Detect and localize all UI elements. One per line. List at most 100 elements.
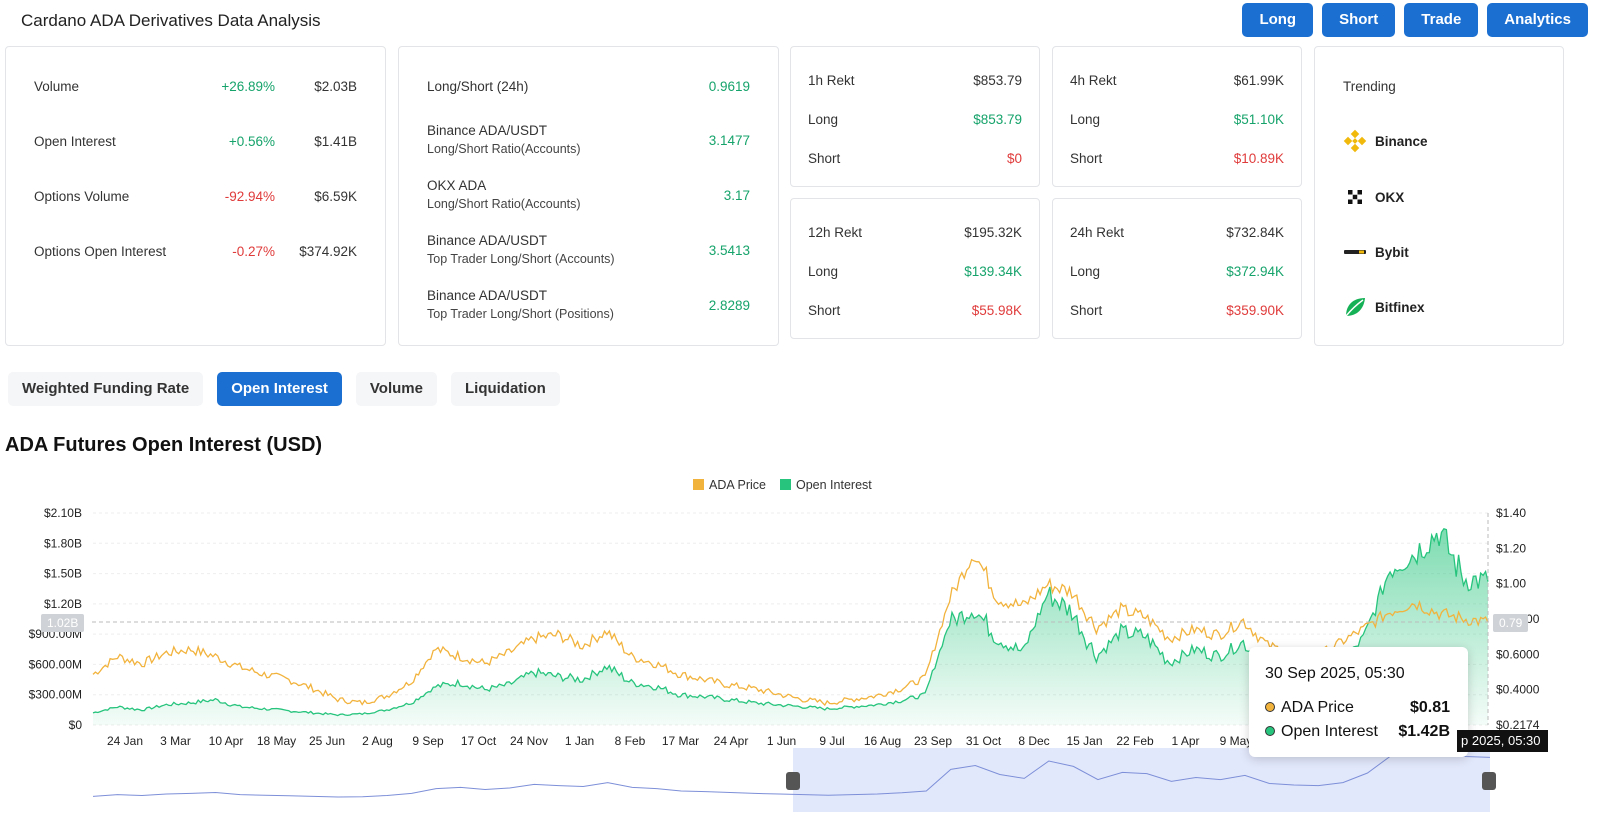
ratio-label: OKX ADA — [427, 178, 487, 193]
x-tick-label: 25 Jun — [309, 734, 345, 748]
ratio-label: Binance ADA/USDT — [427, 233, 548, 248]
rekt-long-row: Long $853.79 — [808, 112, 1022, 127]
stat-value: $2.03B — [314, 79, 357, 94]
trending-card: Trending Binance OKX Bybit — [1314, 46, 1564, 346]
y-right-tick-label: $0.4000 — [1496, 683, 1540, 697]
chart-tooltip: 30 Sep 2025, 05:30 ADA Price $0.81 Open … — [1249, 647, 1468, 757]
trending-item-binance[interactable]: Binance — [1343, 129, 1428, 153]
top-bar: Cardano ADA Derivatives Data Analysis Lo… — [0, 0, 1600, 44]
bitfinex-icon — [1345, 298, 1365, 317]
tooltip-value: $0.81 — [1409, 699, 1450, 716]
stat-value: $6.59K — [314, 189, 357, 204]
trending-item-label: Bitfinex — [1375, 299, 1425, 315]
rekt-total-row: 1h Rekt $853.79 — [808, 73, 1022, 88]
navigator-selection[interactable] — [793, 748, 1490, 812]
rekt-short-row: Short $10.89K — [1070, 151, 1284, 166]
ratio-row: Binance ADA/USDT Top Trader Long/Short (… — [427, 288, 750, 321]
analytics-button[interactable]: Analytics — [1487, 3, 1588, 37]
x-tick-label: 17 Mar — [662, 734, 699, 748]
rekt-card-24h: 24h Rekt $732.84K Long $372.94K Short $3… — [1052, 198, 1302, 339]
rekt-long-label: Long — [1070, 112, 1101, 127]
trade-button[interactable]: Trade — [1404, 3, 1479, 37]
rekt-label: 12h Rekt — [808, 225, 863, 240]
legend-label-oi: Open Interest — [796, 478, 872, 492]
open-interest-chart[interactable]: ADA Price Open Interest $0 $300.00M $600.0… — [0, 470, 1600, 835]
navigator-handle-right[interactable] — [1482, 772, 1496, 790]
ratio-row: Long/Short (24h) 0.9619 — [427, 79, 750, 94]
ratio-value: 3.1477 — [708, 133, 750, 148]
ratio-sublabel: Long/Short Ratio(Accounts) — [427, 142, 581, 156]
tab-weighted-funding-rate[interactable]: Weighted Funding Rate — [8, 372, 204, 406]
x-tick-label: 2 Aug — [362, 734, 393, 748]
rekt-short-label: Short — [1070, 151, 1103, 166]
stat-row-options-volume: Options Volume -92.94% $6.59K — [34, 189, 357, 204]
y-right-tick-label: $0.2174 — [1496, 718, 1540, 732]
stat-change: -0.27% — [232, 244, 275, 259]
x-axis: 24 Jan 3 Mar 10 Apr 18 May 25 Jun 2 Aug 9 Sep 1… — [107, 734, 1406, 748]
x-tick-label: 24 Nov — [510, 734, 548, 748]
rekt-short-row: Short $359.90K — [1070, 303, 1284, 318]
y-right-tick-label: $0.6000 — [1496, 647, 1540, 661]
trending-item-okx[interactable]: OKX — [1343, 185, 1404, 209]
tooltip-dot-oi — [1265, 726, 1275, 736]
ada-price-line — [92, 558, 1489, 707]
tooltip-label: ADA Price — [1281, 699, 1354, 716]
rekt-long-label: Long — [1070, 264, 1101, 279]
ratios-card: Long/Short (24h) 0.9619 Binance ADA/USDT… — [398, 46, 779, 346]
ratio-label: Long/Short (24h) — [427, 79, 529, 94]
trending-item-bitfinex[interactable]: Bitfinex — [1343, 295, 1425, 319]
rekt-long-row: Long $372.94K — [1070, 264, 1284, 279]
ratio-label: Binance ADA/USDT — [427, 288, 548, 303]
top-buttons: Long Short Trade Analytics — [1242, 3, 1588, 37]
tab-liquidation[interactable]: Liquidation — [450, 372, 560, 406]
x-tick-label: 9 Sep — [412, 734, 444, 748]
y-axis-right: $0.2174$0.4000$0.6000$0.8000$1.00$1.20$1… — [1496, 506, 1540, 732]
tab-open-interest[interactable]: Open Interest — [217, 372, 342, 406]
rekt-card-4h: 4h Rekt $61.99K Long $51.10K Short $10.8… — [1052, 46, 1302, 187]
open-interest-area — [93, 528, 1488, 725]
navigator-handle-left[interactable] — [786, 772, 800, 790]
trending-item-bybit[interactable]: Bybit — [1343, 240, 1409, 264]
rekt-total: $732.84K — [1226, 225, 1284, 240]
y-left-tick-label: $1.80B — [44, 536, 82, 550]
x-tick-label: 10 Apr — [209, 734, 244, 748]
tab-volume[interactable]: Volume — [355, 372, 437, 406]
ratio-sublabel: Long/Short Ratio(Accounts) — [427, 197, 581, 211]
trending-item-label: Bybit — [1375, 244, 1409, 260]
rekt-label: 1h Rekt — [808, 73, 855, 88]
stat-row-volume: Volume +26.89% $2.03B — [34, 79, 357, 94]
y-left-tick-label: $1.50B — [44, 567, 82, 581]
trending-item-label: OKX — [1375, 189, 1405, 205]
tooltip-dot-price — [1265, 702, 1275, 712]
page-title: Cardano ADA Derivatives Data Analysis — [21, 11, 321, 30]
x-tick-label: 3 Mar — [160, 734, 191, 748]
y-left-tick-label: $0 — [69, 718, 83, 732]
rekt-total: $853.79 — [973, 73, 1022, 88]
short-button[interactable]: Short — [1322, 3, 1396, 37]
stat-change: +26.89% — [221, 79, 275, 94]
x-tick-label: 9 Jul — [819, 734, 844, 748]
rekt-long-label: Long — [808, 112, 839, 127]
tooltip-date: 30 Sep 2025, 05:30 — [1265, 665, 1405, 682]
ratio-sublabel: Top Trader Long/Short (Positions) — [427, 307, 614, 321]
rekt-card-12h: 12h Rekt $195.32K Long $139.34K Short $5… — [790, 198, 1040, 339]
chart-tabs: Weighted Funding Rate Open Interest Volu… — [8, 372, 560, 406]
x-tick-label: 8 Feb — [615, 734, 646, 748]
stats-card: Volume +26.89% $2.03B Open Interest +0.5… — [5, 46, 386, 346]
stat-change: -92.94% — [224, 189, 275, 204]
x-tick-label: 1 Jan — [565, 734, 594, 748]
rekt-long-label: Long — [808, 264, 839, 279]
y-right-tick-label: $1.20 — [1496, 541, 1526, 555]
okx-icon — [1348, 190, 1362, 204]
tooltip-row-oi: Open Interest $1.42B — [1265, 723, 1450, 741]
legend-swatch-price — [693, 479, 704, 490]
rekt-long-value: $372.94K — [1226, 264, 1284, 279]
rekt-long-value: $51.10K — [1233, 112, 1284, 127]
crosshair-left-badge: 1.02B — [41, 614, 85, 632]
crosshair-right-badge: 0.79 — [1493, 614, 1529, 632]
x-tick-label: 1 Apr — [1171, 734, 1199, 748]
x-tick-label: 24 Jan — [107, 734, 143, 748]
ratio-sublabel: Top Trader Long/Short (Accounts) — [427, 252, 615, 266]
rekt-long-row: Long $139.34K — [808, 264, 1022, 279]
long-button[interactable]: Long — [1242, 3, 1314, 37]
